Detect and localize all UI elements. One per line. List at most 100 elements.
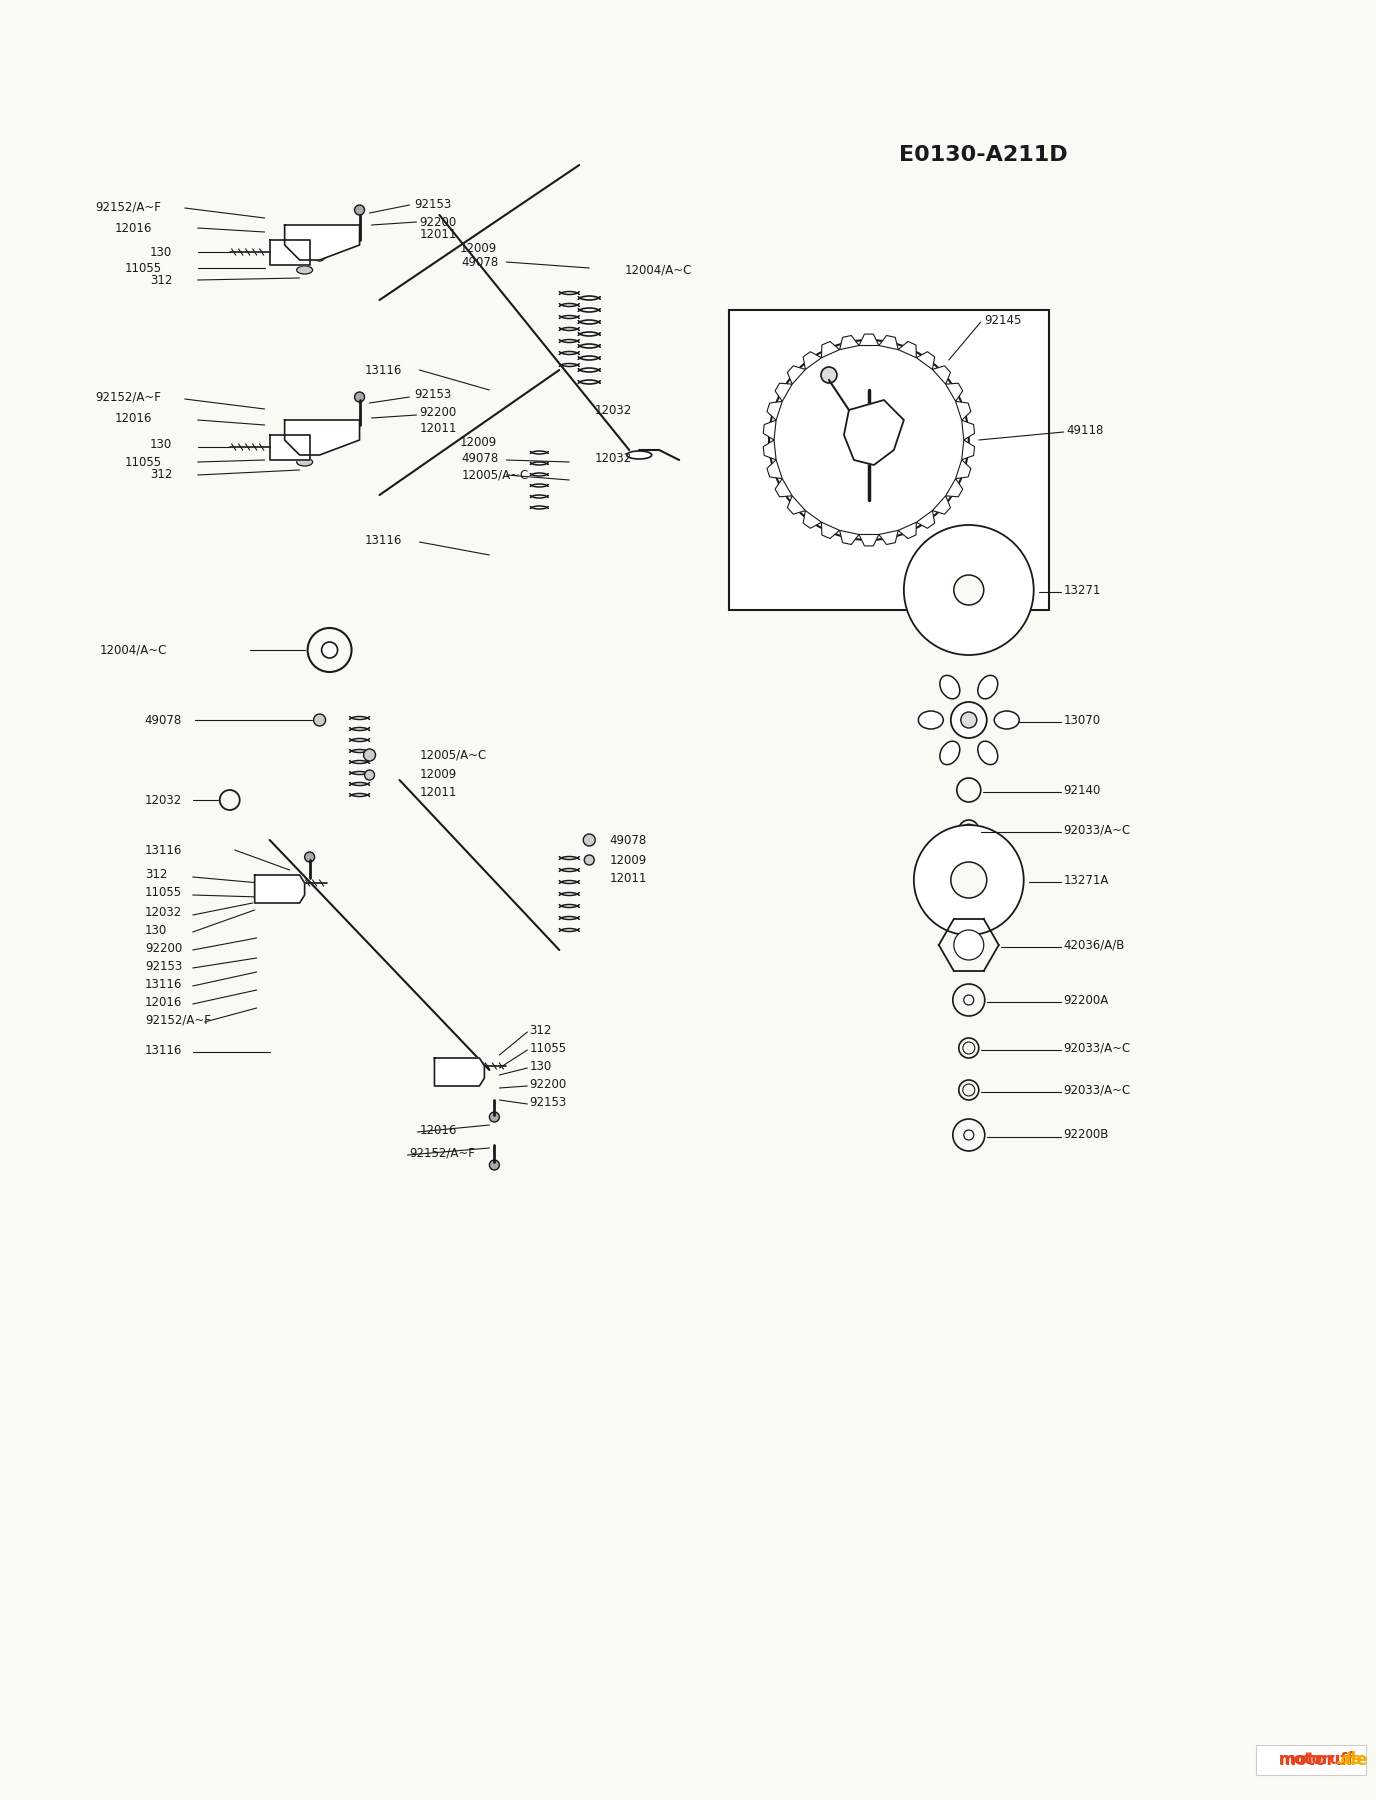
Text: .de: .de xyxy=(1339,1751,1368,1769)
Text: 13070: 13070 xyxy=(1064,713,1101,727)
Polygon shape xyxy=(879,531,899,545)
Text: 130: 130 xyxy=(150,439,172,452)
Text: 49118: 49118 xyxy=(1066,423,1104,437)
Text: 312: 312 xyxy=(150,274,172,286)
Polygon shape xyxy=(804,351,821,369)
Text: 92200: 92200 xyxy=(420,407,457,419)
Polygon shape xyxy=(804,511,821,527)
Circle shape xyxy=(314,441,326,454)
Text: 12016: 12016 xyxy=(114,412,153,425)
Text: 92033/A~C: 92033/A~C xyxy=(1064,824,1131,837)
Circle shape xyxy=(304,851,315,862)
Polygon shape xyxy=(821,522,839,538)
Circle shape xyxy=(325,427,334,437)
Polygon shape xyxy=(766,401,782,419)
Polygon shape xyxy=(775,479,793,497)
Circle shape xyxy=(951,862,987,898)
Circle shape xyxy=(904,526,1033,655)
Circle shape xyxy=(264,884,275,895)
Text: 13116: 13116 xyxy=(144,1044,182,1057)
Text: 130: 130 xyxy=(144,923,166,936)
Text: .de: .de xyxy=(1335,1753,1362,1768)
Polygon shape xyxy=(839,531,859,545)
Text: 12016: 12016 xyxy=(420,1123,457,1136)
Circle shape xyxy=(355,392,365,401)
Text: 130: 130 xyxy=(530,1060,552,1073)
Text: 12004/A~C: 12004/A~C xyxy=(625,263,692,277)
Text: E0130-A211D: E0130-A211D xyxy=(899,146,1068,166)
Text: 92200: 92200 xyxy=(144,941,182,954)
Text: 12011: 12011 xyxy=(420,229,457,241)
Text: 13116: 13116 xyxy=(365,364,402,376)
Text: 12011: 12011 xyxy=(610,871,647,884)
Circle shape xyxy=(314,248,326,261)
Text: 12009: 12009 xyxy=(610,853,647,866)
Text: 49078: 49078 xyxy=(461,256,498,268)
Text: 12005/A~C: 12005/A~C xyxy=(461,468,528,481)
Polygon shape xyxy=(859,535,879,545)
Text: 92200: 92200 xyxy=(530,1078,567,1091)
Ellipse shape xyxy=(940,742,960,765)
Text: 12011: 12011 xyxy=(420,421,457,434)
Polygon shape xyxy=(945,479,963,497)
Text: 12032: 12032 xyxy=(144,907,182,920)
Text: 49078: 49078 xyxy=(610,833,647,846)
Text: 12009: 12009 xyxy=(420,769,457,781)
Circle shape xyxy=(314,715,326,725)
Ellipse shape xyxy=(940,675,960,698)
Text: motoruf: motoruf xyxy=(1278,1753,1347,1768)
Text: 92140: 92140 xyxy=(1064,783,1101,796)
Polygon shape xyxy=(775,383,793,401)
Circle shape xyxy=(444,1067,454,1076)
Ellipse shape xyxy=(626,452,652,459)
Text: 130: 130 xyxy=(150,245,172,259)
Polygon shape xyxy=(879,335,899,349)
Text: 11055: 11055 xyxy=(125,261,162,274)
Polygon shape xyxy=(899,522,916,538)
Bar xyxy=(1256,1744,1366,1775)
Circle shape xyxy=(914,824,1024,934)
Polygon shape xyxy=(255,875,304,904)
Text: 92200A: 92200A xyxy=(1064,994,1109,1006)
Text: 13116: 13116 xyxy=(144,844,182,857)
Ellipse shape xyxy=(918,711,944,729)
Circle shape xyxy=(857,428,881,452)
Circle shape xyxy=(821,367,837,383)
Polygon shape xyxy=(285,225,359,259)
Polygon shape xyxy=(787,365,805,383)
Polygon shape xyxy=(962,439,974,459)
Ellipse shape xyxy=(978,742,998,765)
Text: 12032: 12032 xyxy=(594,403,632,416)
Text: 92152/A~F: 92152/A~F xyxy=(95,200,161,214)
Circle shape xyxy=(951,702,987,738)
Polygon shape xyxy=(933,365,951,383)
Text: 312: 312 xyxy=(144,869,168,882)
Text: 13116: 13116 xyxy=(365,533,402,547)
Polygon shape xyxy=(270,239,310,265)
Text: 11055: 11055 xyxy=(144,887,182,900)
Text: 13271A: 13271A xyxy=(1064,873,1109,887)
Circle shape xyxy=(325,232,334,241)
Text: 12032: 12032 xyxy=(144,794,182,806)
Circle shape xyxy=(583,833,596,846)
Circle shape xyxy=(954,931,984,959)
Text: 92145: 92145 xyxy=(984,313,1021,326)
Polygon shape xyxy=(899,342,916,358)
Polygon shape xyxy=(821,342,839,358)
Text: 42036/A/B: 42036/A/B xyxy=(1064,938,1126,952)
Text: 92033/A~C: 92033/A~C xyxy=(1064,1042,1131,1055)
Ellipse shape xyxy=(978,675,998,698)
Polygon shape xyxy=(933,495,951,515)
Circle shape xyxy=(963,995,974,1004)
Polygon shape xyxy=(764,439,776,459)
Bar xyxy=(729,310,1049,610)
Text: 92152/A~F: 92152/A~F xyxy=(144,1013,211,1026)
Polygon shape xyxy=(955,459,971,479)
Circle shape xyxy=(322,643,337,659)
Text: 11055: 11055 xyxy=(125,455,162,468)
Text: 13271: 13271 xyxy=(1064,583,1101,596)
Text: 92152/A~F: 92152/A~F xyxy=(410,1147,475,1159)
Circle shape xyxy=(963,1130,974,1139)
Polygon shape xyxy=(435,1058,484,1085)
Text: 13116: 13116 xyxy=(144,977,182,990)
